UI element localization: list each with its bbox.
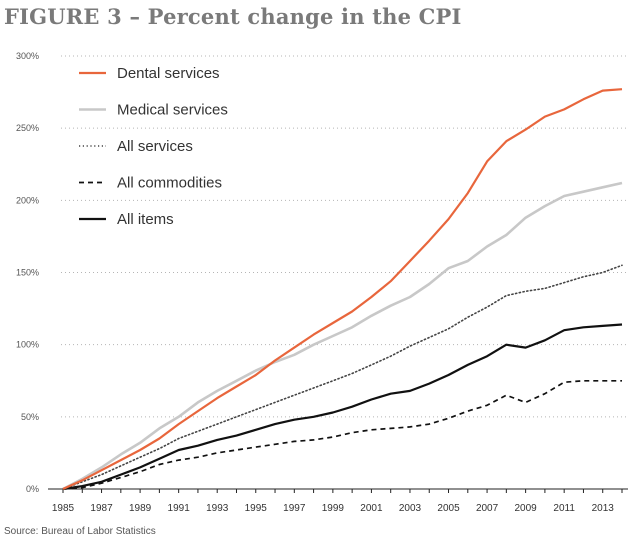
y-tick-label: 200% [16, 195, 39, 205]
series-lines [62, 88, 623, 491]
series-line-all-items [62, 323, 623, 491]
y-tick-label: 250% [16, 123, 39, 133]
legend-label: Dental services [117, 65, 220, 82]
series-line-all-commodities [62, 379, 622, 490]
x-tick-label: 2009 [514, 503, 537, 514]
series-line-all-services [62, 264, 623, 490]
x-tick-label: 2001 [360, 503, 383, 514]
x-tick-label: 1999 [322, 503, 345, 514]
y-axis-ticks: 0% 50% 100% 150% 200% 250% 300% [16, 51, 39, 494]
y-tick-label: 100% [16, 340, 39, 350]
source-note: Source: Bureau of Labor Statistics [4, 526, 156, 537]
legend-label: All services [117, 138, 193, 155]
x-tick-label: 2003 [399, 503, 422, 514]
y-tick-label: 0% [26, 484, 39, 494]
legend-label: All commodities [117, 175, 222, 192]
x-tick-label: 2013 [592, 503, 615, 514]
x-axis: 1985 1987 1989 1991 1993 1995 1997 1999 2001 2003… [48, 488, 628, 514]
series-line-dental-services [62, 88, 623, 491]
legend: Dental services Medical services All servi… [79, 65, 228, 228]
y-tick-label: 150% [16, 268, 39, 278]
x-tick-label: 1987 [90, 503, 113, 514]
x-tick-label: 1985 [52, 503, 75, 514]
x-tick-label: 2005 [437, 503, 460, 514]
x-tick-label: 1993 [206, 503, 229, 514]
x-tick-label: 1997 [283, 503, 306, 514]
x-tick-label: 2007 [476, 503, 499, 514]
series-line-medical-services [62, 181, 623, 491]
x-tick-label: 1989 [129, 503, 152, 514]
y-tick-label: 300% [16, 51, 39, 61]
x-tick-label: 2011 [553, 503, 575, 514]
legend-label: Medical services [117, 102, 228, 119]
legend-label: All items [117, 211, 174, 228]
x-tick-label: 1991 [168, 503, 191, 514]
x-tick-label: 1995 [245, 503, 268, 514]
y-tick-label: 50% [21, 412, 39, 422]
figure-title: FIGURE 3 – Percent change in the CPI [4, 4, 462, 29]
